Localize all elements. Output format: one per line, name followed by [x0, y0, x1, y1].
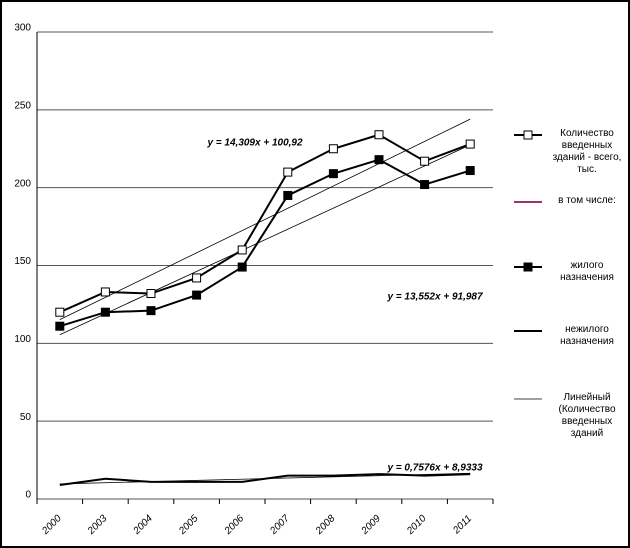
trend-equation: y = 14,309x + 100,92	[206, 138, 303, 149]
marker	[55, 307, 65, 317]
x-tick-label: 2011	[450, 513, 474, 537]
x-tick-label: 2010	[404, 513, 429, 538]
x-tick-label: 2007	[268, 513, 293, 538]
marker	[465, 139, 475, 149]
y-tick-label: 50	[20, 412, 32, 423]
y-tick-label: 200	[14, 178, 31, 189]
legend-label: жилого назначения	[560, 260, 614, 283]
series-line	[59, 473, 471, 486]
legend-swatch	[514, 262, 542, 272]
legend-label: Линейный (Количество введенных зданий	[558, 392, 616, 439]
marker	[237, 245, 247, 255]
legend-swatch	[514, 398, 542, 400]
legend-swatch	[514, 330, 542, 332]
marker	[465, 166, 475, 176]
marker	[192, 273, 202, 283]
trendline	[59, 118, 471, 320]
marker	[374, 155, 384, 165]
y-tick-label: 100	[14, 334, 31, 345]
marker	[374, 130, 384, 140]
series-line	[59, 158, 471, 328]
legend-entry: Линейный (Количество введенных зданий	[512, 392, 628, 440]
legend-swatch	[514, 130, 542, 140]
legend-entry: жилого назначения	[512, 260, 628, 284]
legend-label: Количество введенных зданий - всего, тыс…	[552, 128, 622, 175]
marker	[146, 306, 156, 316]
marker	[237, 262, 247, 272]
x-tick-label: 2003	[85, 513, 110, 538]
marker	[420, 156, 430, 166]
y-tick-label: 0	[25, 490, 31, 501]
legend-entry: нежилого назначения	[512, 324, 628, 348]
x-tick-label: 2009	[359, 513, 384, 538]
y-tick-label: 250	[14, 100, 31, 111]
trend-equation: y = 0,7576x + 8,9333	[386, 463, 483, 474]
y-tick-label: 300	[14, 23, 31, 34]
marker	[100, 307, 110, 317]
y-tick-label: 150	[14, 256, 31, 267]
marker	[283, 167, 293, 177]
x-tick-label: 2000	[40, 513, 65, 538]
x-tick-label: 2004	[131, 513, 156, 538]
marker	[100, 287, 110, 297]
legend-entry: в том числе:	[512, 195, 628, 209]
marker	[328, 144, 338, 154]
marker	[146, 289, 156, 299]
series-line	[59, 133, 471, 314]
marker	[328, 169, 338, 179]
marker	[420, 180, 430, 190]
x-tick-label: 2008	[313, 513, 338, 538]
marker	[283, 190, 293, 200]
marker	[55, 321, 65, 331]
legend-label: в том числе:	[558, 195, 616, 206]
legend-swatch	[514, 201, 542, 203]
marker	[523, 130, 533, 140]
trend-equation: y = 13,552x + 91,987	[386, 292, 483, 303]
x-tick-label: 2005	[176, 513, 201, 538]
legend-entry: Количество введенных зданий - всего, тыс…	[512, 128, 628, 176]
marker	[523, 262, 533, 272]
legend-label: нежилого назначения	[560, 324, 614, 347]
x-tick-label: 2006	[222, 513, 247, 538]
marker	[192, 290, 202, 300]
trendline	[59, 144, 471, 336]
